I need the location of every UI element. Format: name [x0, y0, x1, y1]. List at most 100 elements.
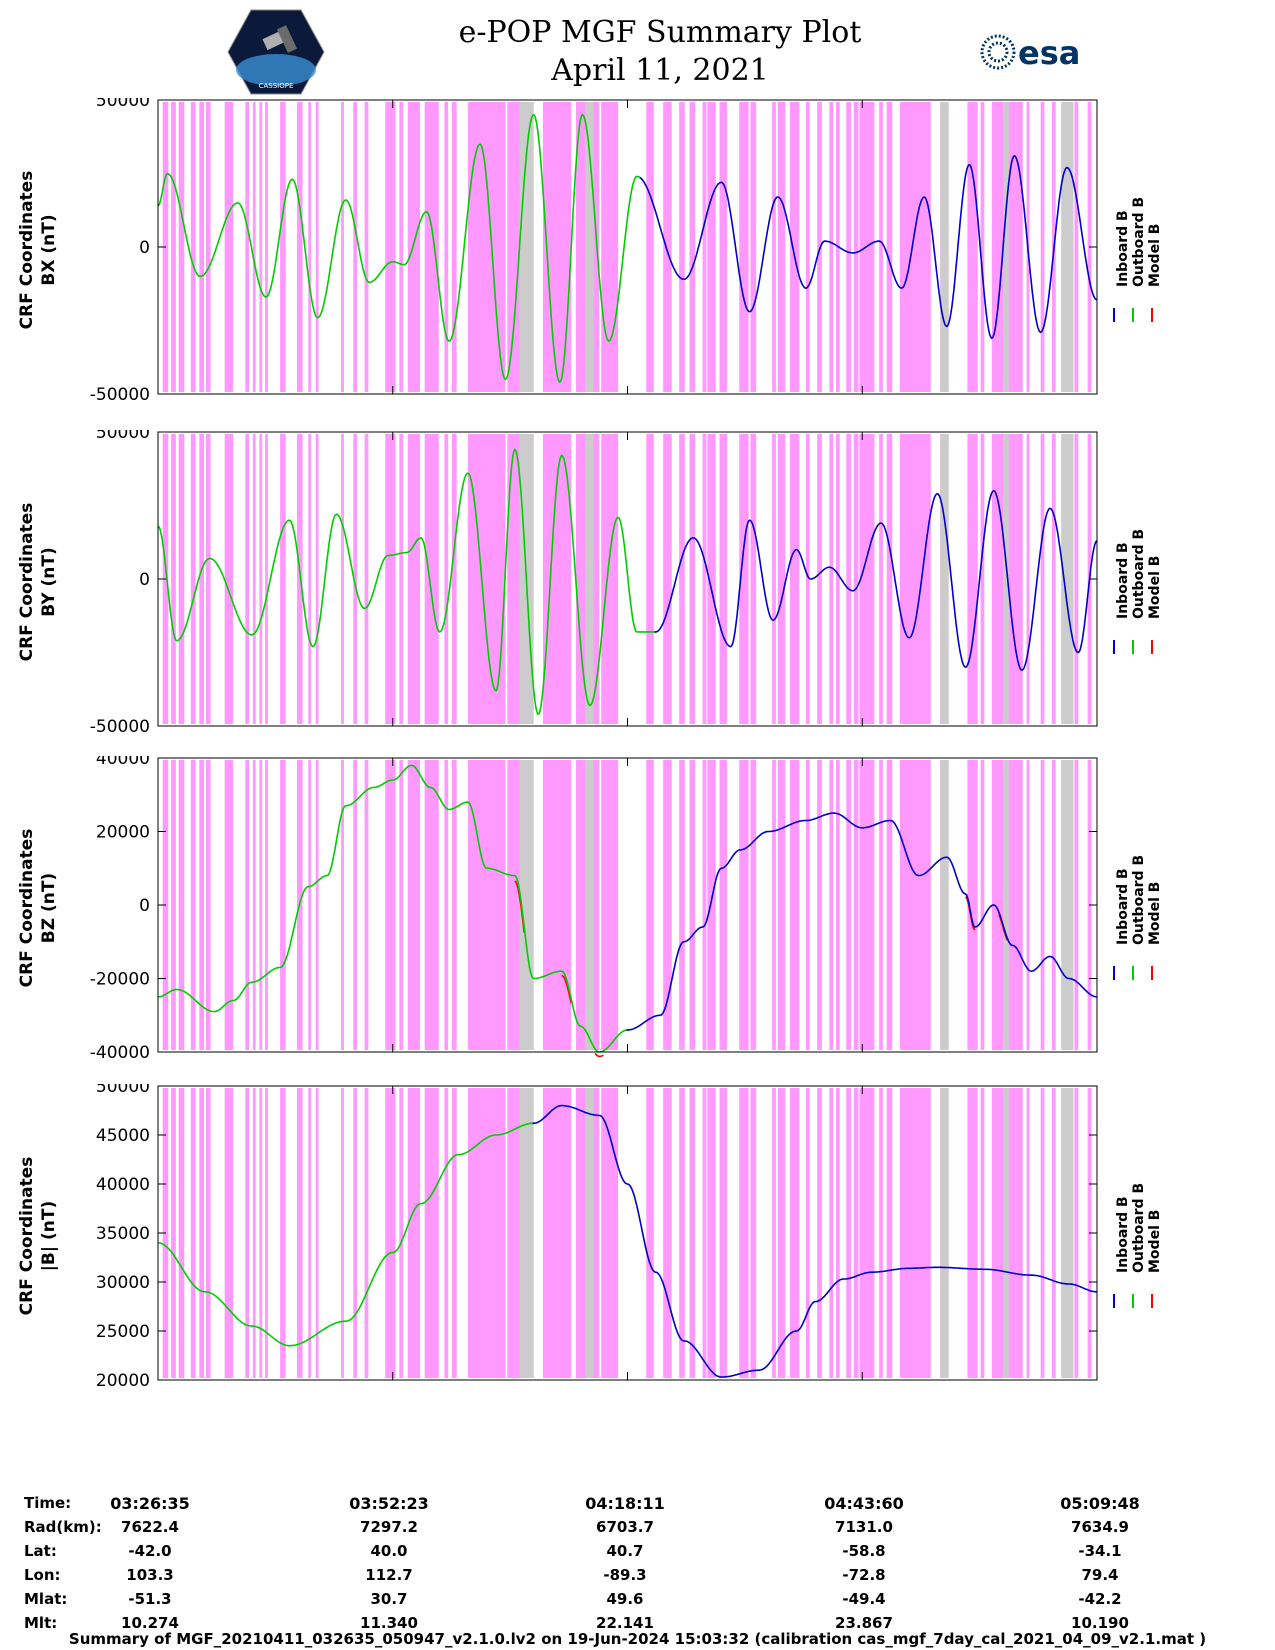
- y-tick-label: 0: [139, 896, 150, 916]
- gray-band: [1003, 102, 1009, 392]
- magenta-band: [252, 1088, 256, 1378]
- magenta-band: [879, 1088, 883, 1378]
- y-tick-label: 50000: [96, 98, 150, 111]
- magenta-band: [245, 760, 250, 1050]
- magenta-band: [707, 102, 716, 392]
- magenta-band: [467, 434, 506, 724]
- bmag-legend: Inboard B Outboard B Model B: [1115, 1182, 1163, 1273]
- magenta-band: [424, 760, 439, 1050]
- by-panel: CRF Coordinates BY (nT) -50000 0 50000 Inbo…: [0, 430, 1275, 737]
- magenta-band: [190, 760, 196, 1050]
- magenta-band: [265, 1088, 268, 1378]
- magenta-band: [245, 434, 250, 724]
- magenta-band: [886, 760, 893, 1050]
- info-row-label: Mlt:: [24, 1614, 58, 1632]
- info-cell: 7131.0: [835, 1518, 893, 1536]
- magenta-band: [829, 760, 834, 1050]
- info-cell: -58.8: [842, 1542, 886, 1560]
- magenta-band: [689, 760, 696, 1050]
- magenta-band: [265, 434, 268, 724]
- magenta-band: [805, 760, 810, 1050]
- bmag-panel: CRF Coordinates |B| (nT) 20000 25000 30000 3…: [0, 1084, 1275, 1391]
- magenta-band: [702, 102, 707, 392]
- magenta-band: [224, 102, 234, 392]
- magenta-band: [387, 434, 396, 724]
- magenta-band: [739, 1088, 749, 1378]
- plot-date: April 11, 2021: [551, 53, 769, 88]
- y-tick-label: 40000: [96, 1175, 150, 1195]
- magenta-band: [719, 1088, 728, 1378]
- gray-band: [940, 102, 949, 392]
- info-cell: 7297.2: [360, 1518, 418, 1536]
- magenta-band: [424, 434, 439, 724]
- magenta-band: [967, 760, 978, 1050]
- magenta-band: [296, 102, 303, 392]
- magenta-band: [689, 102, 696, 392]
- cassiope-logo-text: CASSIOPE: [259, 82, 294, 90]
- magenta-band: [772, 102, 776, 392]
- magenta-band: [424, 1088, 439, 1378]
- info-cell: 30.7: [370, 1590, 408, 1608]
- magenta-band: [199, 760, 205, 1050]
- magenta-band: [542, 102, 572, 392]
- magenta-band: [601, 102, 619, 392]
- y-tick-label: 35000: [96, 1224, 150, 1244]
- magenta-band: [171, 1088, 176, 1378]
- magenta-band: [296, 1088, 303, 1378]
- x-tick-time-label: 03:52:23: [349, 1494, 429, 1513]
- magenta-band: [1040, 760, 1045, 1050]
- magenta-band: [835, 1088, 840, 1378]
- magenta-band: [663, 102, 672, 392]
- gray-band: [519, 102, 534, 392]
- model-b-line: [594, 1052, 604, 1058]
- magenta-band: [899, 434, 931, 724]
- x-tick-time-label: 05:09:48: [1060, 1494, 1140, 1513]
- magenta-band: [817, 760, 822, 1050]
- magenta-band: [859, 760, 875, 1050]
- info-cell: 11.340: [360, 1614, 418, 1632]
- magenta-band: [1026, 1088, 1030, 1378]
- orbit-info-table: Time: Rad(km): Lat: Lon: Mlat: Mlt: 03:26:35 76…: [0, 1468, 1275, 1632]
- info-cell: 7634.9: [1071, 1518, 1129, 1536]
- magenta-band: [205, 760, 211, 1050]
- gray-band: [1061, 760, 1074, 1050]
- magenta-band: [542, 760, 572, 1050]
- bx-panel: CRF Coordinates BX (nT) -50000 0 50000 Inbo…: [0, 98, 1275, 405]
- magenta-band: [1026, 760, 1030, 1050]
- gray-band: [1003, 434, 1009, 724]
- magenta-band: [385, 760, 389, 1050]
- magenta-band: [280, 434, 286, 724]
- magenta-band: [777, 1088, 786, 1378]
- magenta-band: [805, 102, 810, 392]
- magenta-band: [980, 1088, 985, 1378]
- magenta-band: [899, 102, 931, 392]
- magenta-band: [385, 434, 389, 724]
- y-tick-label: 30000: [96, 1273, 150, 1293]
- magenta-band: [308, 760, 312, 1050]
- magenta-band: [967, 434, 978, 724]
- magenta-band: [205, 434, 211, 724]
- magenta-band: [265, 102, 268, 392]
- magenta-band: [739, 102, 749, 392]
- info-cell: 103.3: [126, 1566, 174, 1584]
- magenta-band: [1040, 1088, 1045, 1378]
- magenta-band: [777, 102, 786, 392]
- magenta-band: [1040, 102, 1045, 392]
- magenta-band: [224, 434, 234, 724]
- magenta-band: [252, 102, 256, 392]
- info-cell: 7622.4: [121, 1518, 179, 1536]
- magenta-band: [707, 434, 716, 724]
- magenta-band: [679, 760, 685, 1050]
- info-cell: 23.867: [835, 1614, 893, 1632]
- magenta-band: [178, 434, 185, 724]
- magenta-band: [646, 1088, 654, 1378]
- magenta-band: [399, 760, 404, 1050]
- x-tick-time-label: 04:18:11: [585, 1494, 665, 1513]
- magenta-band: [224, 760, 234, 1050]
- info-row-label: Lat:: [24, 1542, 57, 1560]
- magenta-band: [451, 434, 457, 724]
- magenta-band: [259, 102, 263, 392]
- magenta-band: [859, 1088, 875, 1378]
- magenta-band: [750, 102, 757, 392]
- magenta-band: [353, 760, 358, 1050]
